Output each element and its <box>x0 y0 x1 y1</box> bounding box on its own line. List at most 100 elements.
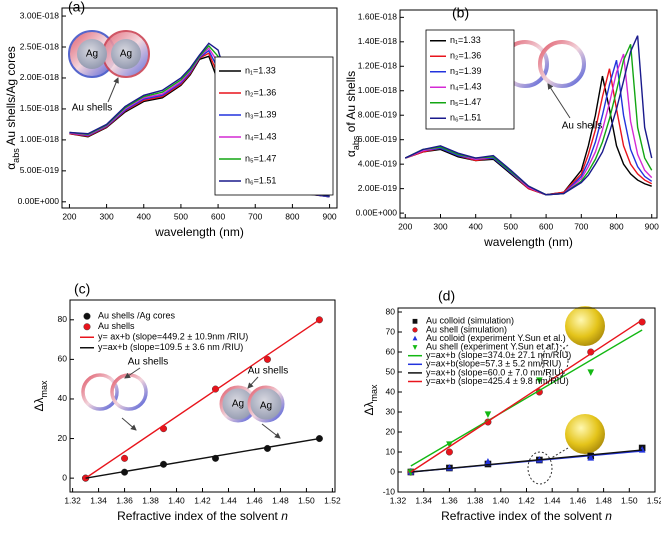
y-axis-label: Δλmax <box>32 380 49 412</box>
series-line <box>405 59 653 196</box>
x-tick-label: 1.48 <box>595 495 612 505</box>
marker <box>484 411 492 418</box>
shell-ring <box>538 40 586 88</box>
label-part: α <box>344 150 358 157</box>
y-tick-label: 2.00E-019 <box>358 183 397 193</box>
x-tick-label: 1.50 <box>298 495 315 505</box>
label-part: n <box>281 509 288 523</box>
legend-marker <box>412 327 418 333</box>
y-tick-label: 8.00E-019 <box>358 109 397 119</box>
y-tick-label: 2.00E-018 <box>20 72 59 82</box>
panel-label: (b) <box>452 5 469 21</box>
y-tick-label: 1.00E-018 <box>20 134 59 144</box>
x-tick-label: 1.44 <box>220 495 237 505</box>
y-tick-label: 1.20E-018 <box>358 61 397 71</box>
x-tick-label: 1.34 <box>90 495 107 505</box>
x-axis-label: wavelength (nm) <box>483 235 573 249</box>
x-tick-label: 400 <box>469 221 483 231</box>
y-tick-label: 60 <box>386 346 396 356</box>
y-tick-label: 20 <box>386 426 396 436</box>
legend-label: Au shells /Ag cores <box>98 311 176 321</box>
plot-frame <box>61 7 338 209</box>
gold-shell <box>565 306 605 346</box>
series-line <box>85 319 320 479</box>
legend-marker <box>412 345 418 350</box>
x-tick-label: 1.46 <box>246 495 263 505</box>
x-tick-label: 800 <box>609 221 623 231</box>
legend-label: Au shells <box>98 321 135 331</box>
marker <box>587 369 595 376</box>
legend-label: n₂=1.36 <box>450 51 481 61</box>
marker <box>587 454 595 461</box>
legend-label: n₃=1.39 <box>450 66 481 76</box>
x-tick-label: 200 <box>62 211 76 221</box>
arrow <box>124 367 141 379</box>
marker <box>536 377 543 384</box>
label-part: Au shells/Ag cores <box>4 46 18 148</box>
series-line <box>410 329 643 467</box>
label-part: Δλ <box>32 398 46 412</box>
legend-marker <box>412 318 418 324</box>
label-part: Δλ <box>362 402 376 416</box>
x-tick-label: 1.42 <box>194 495 211 505</box>
plot-frame <box>399 9 658 219</box>
x-axis-label: Refractive index of the solvent n <box>117 509 288 523</box>
legend-label: n₁=1.33 <box>245 65 276 75</box>
series-line <box>410 319 643 473</box>
series-line <box>404 35 653 196</box>
y-tick-label: 20 <box>58 433 68 443</box>
y-tick-label: 80 <box>58 314 68 324</box>
x-tick-label: 1.44 <box>544 495 561 505</box>
label-part: of Au shells <box>344 71 358 136</box>
y-tick-label: 3.00E-018 <box>20 10 59 20</box>
legend-label: n₅=1.47 <box>245 153 276 163</box>
legend-label: y=ax+b(slope=57.3 ± 5.2 nm/RIU) <box>426 359 561 369</box>
x-tick-label: 1.32 <box>64 495 81 505</box>
arrow <box>547 83 571 119</box>
x-tick-label: 800 <box>285 211 299 221</box>
y-tick-label: 1.00E-018 <box>358 85 397 95</box>
annotation: Ag <box>260 401 272 412</box>
legend-label: n₆=1.51 <box>450 113 481 123</box>
legend-label: y=ax+b (slope=374.0± 27.1 nm/RIU) <box>426 350 571 360</box>
y-tick-label: 1.40E-018 <box>358 36 397 46</box>
legend-frame <box>425 29 515 130</box>
y-tick-label: 0 <box>62 472 67 482</box>
x-tick-label: 900 <box>322 211 336 221</box>
marker <box>484 458 492 465</box>
x-tick-label: 1.42 <box>518 495 535 505</box>
marker <box>445 448 453 456</box>
label-part: max <box>369 384 379 402</box>
legend-marker <box>412 335 418 341</box>
series-line <box>85 437 320 479</box>
highlight <box>527 451 553 485</box>
y-tick-label: 80 <box>386 306 396 316</box>
legend-label: Au colloid (experiment Y.Sun et al.) <box>426 333 566 343</box>
legend-label: n₂=1.36 <box>245 87 276 97</box>
series-line <box>405 75 652 196</box>
x-axis-label: wavelength (nm) <box>154 225 244 239</box>
y-axis-label: Δλmax <box>362 384 379 416</box>
legend-label: n₆=1.51 <box>245 175 276 185</box>
y-tick-label: 1.50E-018 <box>20 103 59 113</box>
x-tick-label: 300 <box>433 221 447 231</box>
y-tick-label: 50 <box>386 366 396 376</box>
legend-marker <box>83 312 91 320</box>
legend-marker <box>83 323 91 331</box>
legend-label: n₃=1.39 <box>245 109 276 119</box>
legend-label: y=ax+b (slope=425.4 ± 9.8 nm/RIU) <box>426 376 569 386</box>
y-tick-label: 30 <box>386 406 396 416</box>
series-line <box>404 43 653 196</box>
x-tick-label: 700 <box>574 221 588 231</box>
x-tick-label: 1.40 <box>168 495 185 505</box>
arrow <box>247 376 259 389</box>
y-tick-label: -10 <box>383 486 396 496</box>
panel-label: (a) <box>68 0 85 15</box>
y-tick-label: 60 <box>58 354 68 364</box>
label-part: α <box>4 163 18 170</box>
x-tick-label: 500 <box>174 211 188 221</box>
y-tick-label: 0.00E+000 <box>18 196 60 206</box>
y-tick-label: 40 <box>386 386 396 396</box>
y-tick-label: 6.00E-019 <box>358 134 397 144</box>
